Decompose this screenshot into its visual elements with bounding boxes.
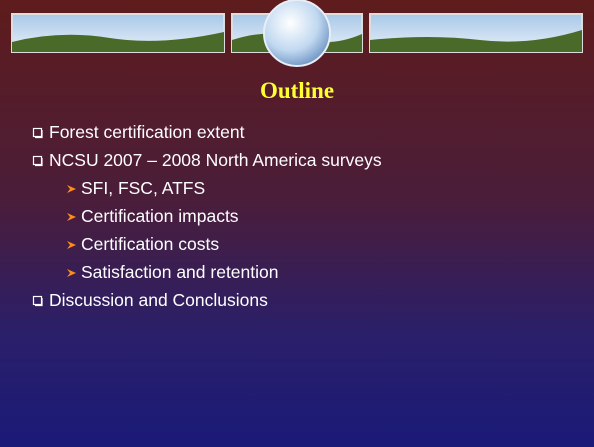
outline-item: NCSU 2007 – 2008 North America surveys [0,146,594,174]
outline-subitem: Satisfaction and retention [0,258,594,286]
item-text: Satisfaction and retention [81,258,279,286]
slide-title: Outline [0,78,594,104]
banner [0,0,594,70]
item-text: Discussion and Conclusions [49,286,268,314]
outline-subitem: Certification costs [0,230,594,258]
arrow-bullet [66,239,78,251]
item-text: NCSU 2007 – 2008 North America surveys [49,146,382,174]
arrow-bullet [66,267,78,279]
item-text: Certification impacts [81,202,239,230]
outline-subitem: Certification impacts [0,202,594,230]
outline-subitem: SFI, FSC, ATFS [0,174,594,202]
square-bullet [32,155,44,167]
arrow-bullet [66,183,78,195]
arrow-bullet [66,211,78,223]
square-bullet [32,295,44,307]
square-bullet [32,127,44,139]
outline-item: Discussion and Conclusions [0,286,594,314]
item-text: Forest certification extent [49,118,245,146]
item-text: Certification costs [81,230,219,258]
outline-item: Forest certification extent [0,118,594,146]
slide: Outline Forest certification extentNCSU … [0,0,594,447]
item-text: SFI, FSC, ATFS [81,174,205,202]
